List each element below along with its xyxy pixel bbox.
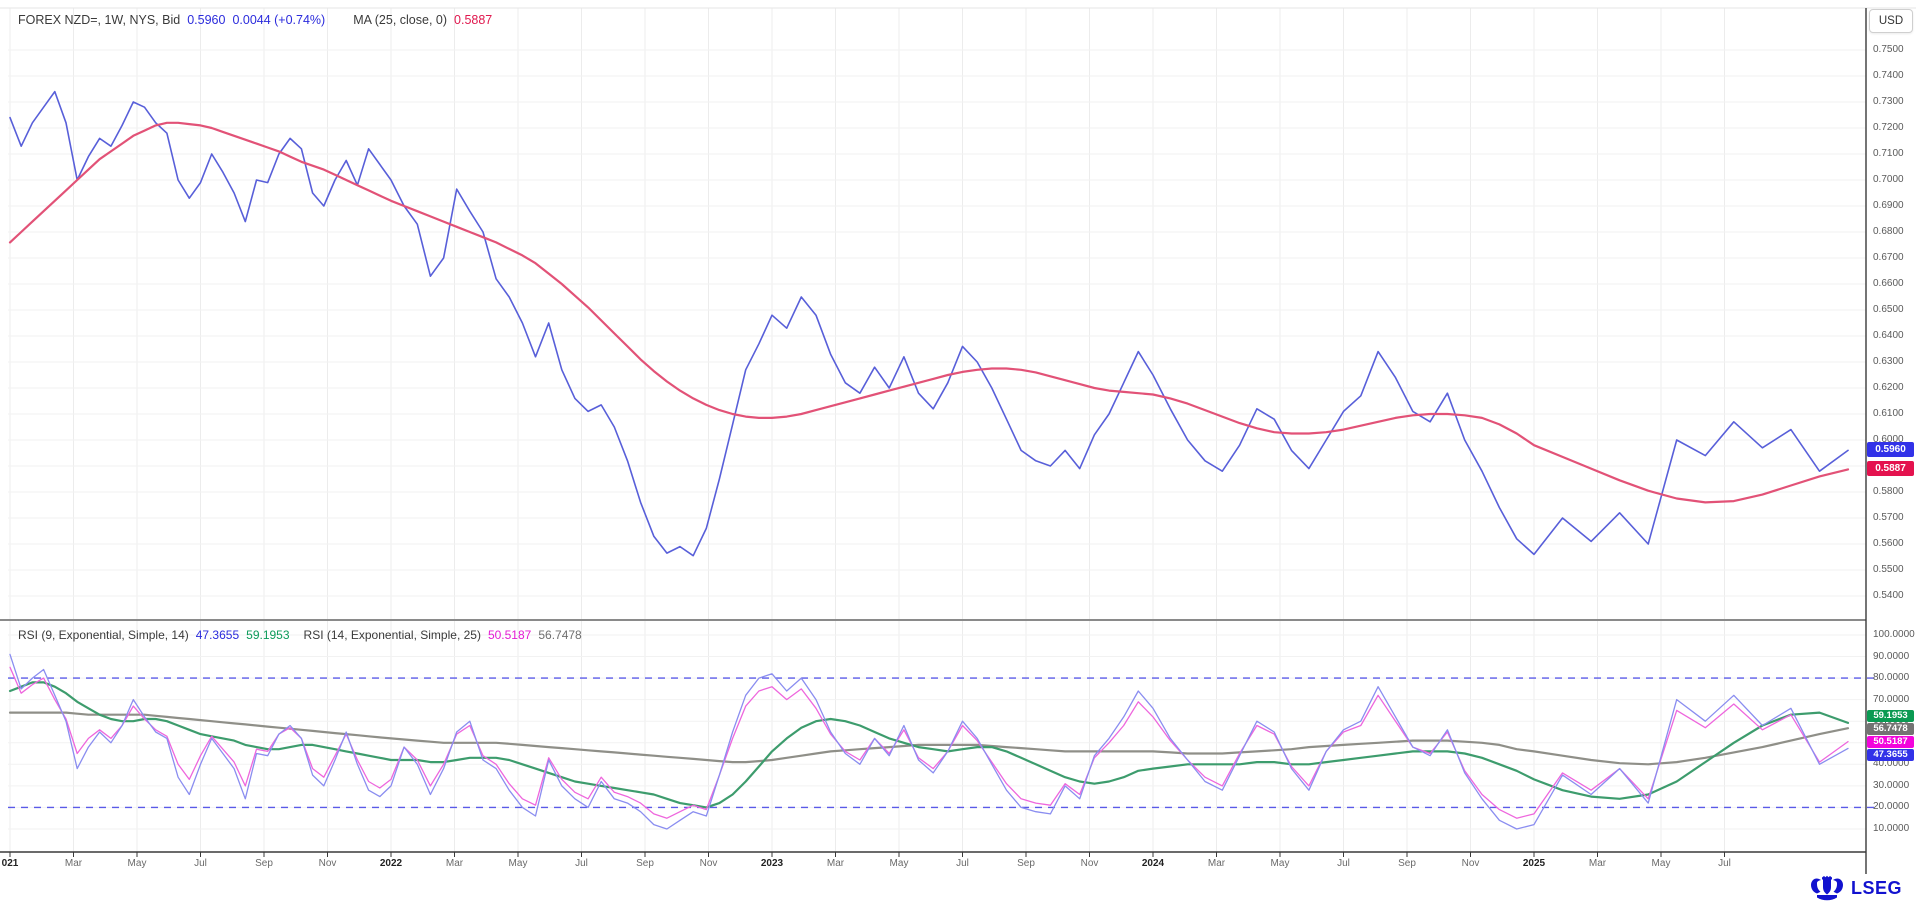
rsi14-line[interactable] xyxy=(9,666,1849,819)
rsi-value-badge: 50.5187 xyxy=(1867,736,1914,748)
rsi-header: RSI (9, Exponential, Simple, 14) 47.3655… xyxy=(18,628,582,642)
rsi1-avg-value: 59.1953 xyxy=(246,628,290,642)
currency-badge[interactable]: USD xyxy=(1869,9,1913,33)
ma-line[interactable] xyxy=(8,121,1850,504)
rsi2-label[interactable]: RSI (14, Exponential, Simple, 25) xyxy=(303,628,481,642)
lseg-logo: LSEG xyxy=(1809,875,1902,901)
rsi1-label[interactable]: RSI (9, Exponential, Simple, 14) xyxy=(18,628,189,642)
price-value-badge: 0.5960 xyxy=(1867,442,1914,458)
bid-price: 0.5960 xyxy=(187,13,226,27)
rsi9-avg-line[interactable] xyxy=(8,681,1850,809)
price-value-badge: 0.5887 xyxy=(1867,461,1914,477)
rsi14-avg-line[interactable] xyxy=(8,711,1850,766)
ma-value: 0.5887 xyxy=(454,13,493,27)
rsi2-avg-value: 56.7478 xyxy=(538,628,582,642)
rsi-value-badge: 59.1953 xyxy=(1867,710,1914,722)
rsi-gridlines xyxy=(8,634,1866,830)
bid-line[interactable] xyxy=(9,90,1849,557)
rsi-value-badge: 56.7478 xyxy=(1867,723,1914,735)
x-axis-ticks xyxy=(9,852,1725,857)
lseg-crest-icon xyxy=(1810,875,1843,901)
bid-change: 0.0044 (+0.74%) xyxy=(232,13,326,27)
rsi1-value: 47.3655 xyxy=(195,628,240,642)
ma-indicator-label[interactable]: MA (25, close, 0) xyxy=(353,13,448,27)
price-gridlines xyxy=(8,49,1866,597)
rsi2-value: 50.5187 xyxy=(487,628,532,642)
rsi-value-badge: 47.3655 xyxy=(1867,749,1914,761)
instrument-title: FOREX NZD=, 1W, NYS, Bid xyxy=(18,13,181,27)
lseg-wordmark: LSEG xyxy=(1850,877,1902,898)
rsi9-line[interactable] xyxy=(9,653,1849,830)
vertical-gridlines xyxy=(9,8,1725,852)
chart-header: FOREX NZD=, 1W, NYS, Bid 0.5960 0.0044 (… xyxy=(18,13,492,27)
